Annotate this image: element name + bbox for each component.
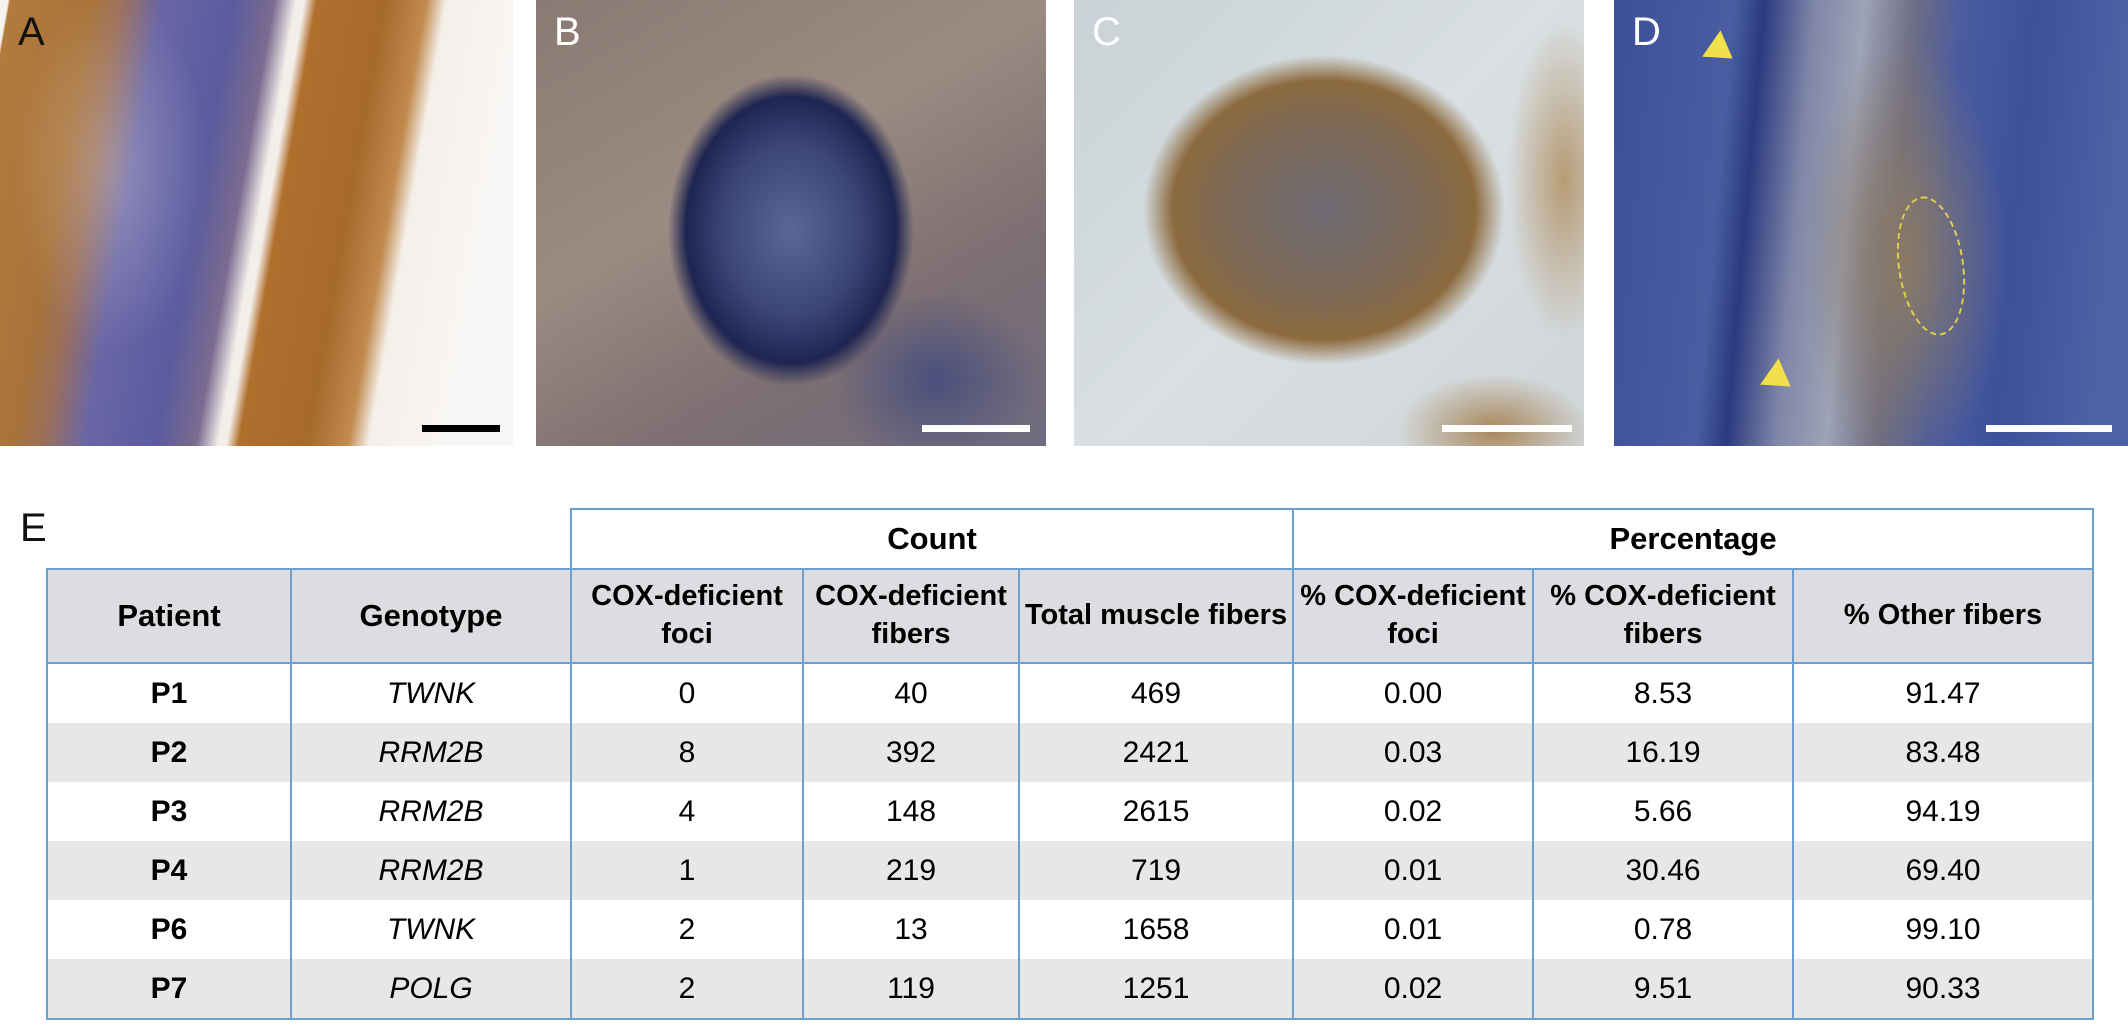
- cell-cox-fibers: 40: [802, 663, 1020, 723]
- panel-letter-e: E: [20, 506, 47, 550]
- column-header-pct-cox-fibers: % COX-deficient fibers: [1532, 568, 1795, 664]
- cell-genotype: TWNK: [290, 663, 572, 723]
- group-header-row: Count Percentage: [47, 508, 2095, 570]
- column-header-total-fibers: Total muscle fibers: [1017, 568, 1295, 664]
- cell-cox-foci: 8: [570, 723, 804, 782]
- cell-cox-fibers: 148: [802, 782, 1020, 841]
- panel-letter-b: B: [554, 10, 581, 54]
- micrograph-panel-d: D: [1614, 0, 2128, 446]
- cell-total-fibers: 469: [1017, 663, 1295, 723]
- cell-cox-fibers: 392: [802, 723, 1020, 782]
- scale-bar-d: [1986, 425, 2112, 432]
- cell-cox-foci: 0: [570, 663, 804, 723]
- cell-cox-foci: 1: [570, 841, 804, 900]
- muscle-fiber-cross-section-image: [536, 0, 1046, 446]
- cell-total-fibers: 1658: [1017, 900, 1295, 959]
- cell-total-fibers: 2421: [1017, 723, 1295, 782]
- cell-pct-cox-foci: 0.01: [1292, 841, 1535, 900]
- scale-bar-a: [422, 425, 500, 432]
- cell-pct-cox-fibers: 0.78: [1532, 900, 1795, 959]
- cell-pct-cox-foci: 0.01: [1292, 900, 1535, 959]
- cell-cox-foci: 4: [570, 782, 804, 841]
- column-header-cox-foci: COX-deficient foci: [570, 568, 804, 664]
- cell-pct-cox-fibers: 9.51: [1532, 959, 1795, 1020]
- table-row: P4 RRM2B 1 219 719 0.01 30.46 69.40: [46, 841, 2095, 900]
- cox-deficiency-table: Count Percentage Patient Genotype COX-de…: [46, 508, 2095, 1020]
- group-header-blank: [47, 509, 571, 570]
- cell-total-fibers: 719: [1017, 841, 1295, 900]
- group-header-count: Count: [569, 508, 1295, 570]
- cell-pct-other: 90.33: [1792, 959, 2095, 1020]
- column-header-cox-fibers: COX-deficient fibers: [802, 568, 1020, 664]
- cell-pct-cox-fibers: 8.53: [1532, 663, 1795, 723]
- table-row: P6 TWNK 2 13 1658 0.01 0.78 99.10: [46, 900, 2095, 959]
- cell-pct-other: 69.40: [1792, 841, 2095, 900]
- column-header-pct-cox-foci: % COX-deficient foci: [1292, 568, 1535, 664]
- table-row: P7 POLG 2 119 1251 0.02 9.51 90.33: [46, 959, 2095, 1020]
- cell-patient: P4: [46, 841, 292, 900]
- column-header-patient: Patient: [46, 568, 292, 664]
- cell-cox-fibers: 13: [802, 900, 1020, 959]
- cell-pct-cox-fibers: 16.19: [1532, 723, 1795, 782]
- table-row: P2 RRM2B 8 392 2421 0.03 16.19 83.48: [46, 723, 2095, 782]
- group-header-percentage: Percentage: [1292, 508, 2095, 570]
- scale-bar-b: [922, 425, 1030, 432]
- cell-pct-cox-foci: 0.02: [1292, 782, 1535, 841]
- micrograph-panel-a: A: [0, 0, 513, 446]
- cell-total-fibers: 2615: [1017, 782, 1295, 841]
- cell-genotype: POLG: [290, 959, 572, 1020]
- panel-letter-d: D: [1632, 10, 1661, 54]
- table-row: P3 RRM2B 4 148 2615 0.02 5.66 94.19: [46, 782, 2095, 841]
- cell-patient: P2: [46, 723, 292, 782]
- panel-letter-c: C: [1092, 10, 1121, 54]
- cell-pct-other: 99.10: [1792, 900, 2095, 959]
- cell-genotype: RRM2B: [290, 723, 572, 782]
- cell-pct-cox-fibers: 30.46: [1532, 841, 1795, 900]
- micrograph-panel-b: B: [536, 0, 1046, 446]
- cell-pct-cox-foci: 0.03: [1292, 723, 1535, 782]
- panel-letter-a: A: [18, 10, 45, 54]
- cell-pct-other: 94.19: [1792, 782, 2095, 841]
- column-header-pct-other: % Other fibers: [1792, 568, 2095, 664]
- cell-cox-fibers: 119: [802, 959, 1020, 1020]
- muscle-fiber-section-image: [1614, 0, 2128, 446]
- column-header-genotype: Genotype: [290, 568, 572, 664]
- cell-genotype: RRM2B: [290, 782, 572, 841]
- cell-cox-foci: 2: [570, 959, 804, 1020]
- scale-bar-c: [1442, 425, 1572, 432]
- cell-genotype: TWNK: [290, 900, 572, 959]
- cell-patient: P7: [46, 959, 292, 1020]
- cell-pct-cox-fibers: 5.66: [1532, 782, 1795, 841]
- muscle-fiber-longitudinal-image: [0, 0, 513, 446]
- cell-patient: P3: [46, 782, 292, 841]
- table-row: P1 TWNK 0 40 469 0.00 8.53 91.47: [46, 663, 2095, 723]
- cell-total-fibers: 1251: [1017, 959, 1295, 1020]
- cell-cox-foci: 2: [570, 900, 804, 959]
- cell-patient: P6: [46, 900, 292, 959]
- cell-genotype: RRM2B: [290, 841, 572, 900]
- cell-cox-fibers: 219: [802, 841, 1020, 900]
- muscle-fiber-cross-section-image: [1074, 0, 1584, 446]
- cell-pct-cox-foci: 0.00: [1292, 663, 1535, 723]
- cell-pct-other: 91.47: [1792, 663, 2095, 723]
- cell-patient: P1: [46, 663, 292, 723]
- micrograph-panel-c: C: [1074, 0, 1584, 446]
- cell-pct-cox-foci: 0.02: [1292, 959, 1535, 1020]
- column-header-row: Patient Genotype COX-deficient foci COX-…: [46, 568, 2095, 664]
- cell-pct-other: 83.48: [1792, 723, 2095, 782]
